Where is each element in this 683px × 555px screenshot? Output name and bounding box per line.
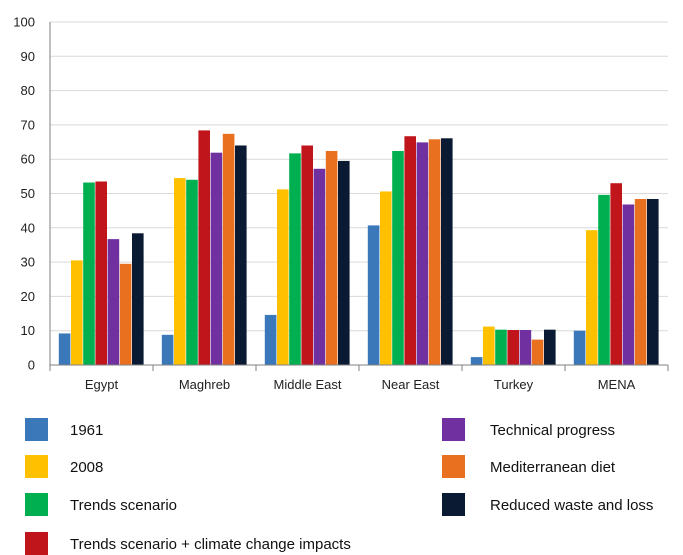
bar [367, 225, 380, 365]
y-tick-label: 20 [21, 289, 35, 304]
bar [610, 183, 622, 365]
axes [49, 22, 669, 371]
bar [416, 142, 429, 365]
x-tick-label: Turkey [494, 377, 534, 392]
y-tick-label: 40 [21, 220, 35, 235]
bar [58, 333, 71, 365]
bar [235, 145, 247, 365]
bar [428, 139, 441, 365]
bar [161, 334, 174, 365]
legend-swatch [442, 418, 465, 441]
bar [83, 182, 95, 365]
bar [186, 179, 198, 365]
bar [470, 357, 483, 365]
bar [573, 330, 586, 365]
legend-swatch [25, 493, 48, 516]
bar [519, 330, 532, 365]
bar [441, 138, 453, 365]
bar [198, 130, 210, 365]
y-tick-label: 80 [21, 83, 35, 98]
bar [647, 198, 659, 365]
y-tick-label: 50 [21, 186, 35, 201]
bar [404, 136, 416, 365]
legend-swatch [442, 455, 465, 478]
bar [277, 189, 289, 365]
bar [132, 233, 144, 365]
bar [338, 160, 350, 365]
bar [71, 260, 83, 365]
bar [634, 198, 647, 365]
bar [210, 152, 223, 365]
legend-swatch [25, 532, 48, 555]
bar [222, 133, 235, 365]
x-tick-label: Maghreb [179, 377, 230, 392]
x-tick-label: Middle East [274, 377, 342, 392]
bar [586, 230, 598, 365]
bar [95, 181, 107, 365]
bar [507, 330, 519, 365]
bar [483, 326, 495, 365]
legend: 1961 2008 Trends scenario Trends scenario +… [25, 418, 653, 555]
bars [58, 130, 659, 365]
bar [313, 168, 326, 365]
bar [264, 314, 277, 365]
legend-label: Mediterranean diet [490, 459, 616, 476]
x-tick-label: Near East [382, 377, 440, 392]
y-tick-label: 70 [21, 117, 35, 132]
y-tick-label: 90 [21, 49, 35, 64]
bar [380, 191, 392, 365]
y-tick-label: 100 [13, 15, 35, 30]
x-tick-label: MENA [598, 377, 636, 392]
x-tick-label: Egypt [85, 377, 119, 392]
legend-label: Reduced waste and loss [490, 497, 653, 514]
legend-label: Trends scenario + climate change impacts [70, 536, 351, 553]
bar [392, 150, 404, 365]
legend-label: 1961 [70, 422, 103, 439]
legend-label: 2008 [70, 459, 103, 476]
y-tick-label: 10 [21, 323, 35, 338]
legend-swatch [25, 455, 48, 478]
legend-swatch [442, 493, 465, 516]
bar [598, 194, 610, 365]
y-tick-label: 30 [21, 255, 35, 270]
bar [289, 153, 301, 365]
gridlines [50, 21, 668, 332]
bar [495, 329, 507, 365]
legend-label: Trends scenario [70, 497, 177, 514]
legend-label: Technical progress [490, 422, 615, 439]
bar [325, 150, 338, 365]
legend-swatch [25, 418, 48, 441]
bar [301, 145, 313, 365]
bar [531, 339, 544, 365]
y-tick-label: 0 [28, 358, 35, 373]
y-tick-label: 60 [21, 152, 35, 167]
bar [544, 329, 556, 365]
x-axis-tick-labels: Egypt Maghreb Middle East Near East Turkey ME… [85, 377, 636, 392]
y-axis-tick-labels: 0 10 20 30 40 50 60 70 80 90 100 [13, 15, 35, 373]
bar [119, 263, 132, 365]
bar [622, 204, 635, 365]
bar [174, 178, 186, 365]
bar [107, 239, 120, 365]
